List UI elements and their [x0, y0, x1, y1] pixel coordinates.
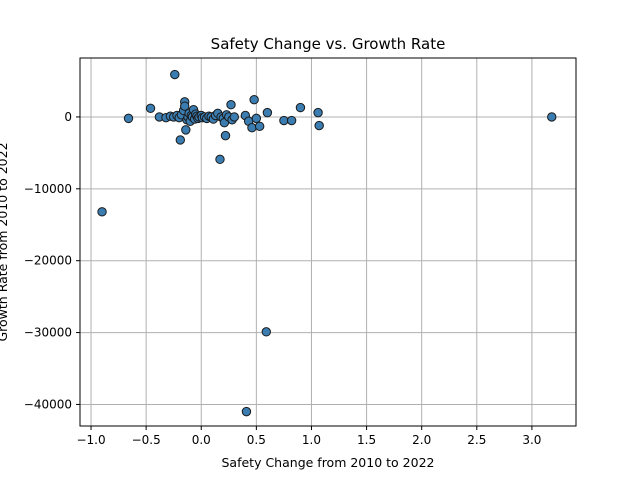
scatter-point: [313, 107, 323, 118]
scatter-point: [254, 121, 265, 131]
scatter-point: [145, 103, 156, 114]
y-axis-label: Growth Rate from 2010 to 2022: [0, 142, 10, 341]
scatter-point: [279, 115, 289, 126]
scatter-point: [181, 125, 191, 135]
y-axis-ticks: 0 −10000 −20000 −30000 −40000: [24, 110, 80, 411]
scatter-point: [215, 154, 225, 165]
scatter-point: [261, 327, 271, 337]
scatter-point: [175, 135, 186, 145]
scatter-point: [97, 207, 107, 217]
grid-lines: [80, 58, 576, 426]
x-axis-label: Safety Change from 2010 to 2022: [222, 455, 435, 470]
y-tick-label: −30000: [24, 326, 72, 340]
scatter-point: [180, 101, 190, 111]
scatter-point: [295, 102, 306, 113]
scatter-point: [226, 100, 236, 110]
x-tick-label: 0.5: [247, 433, 266, 447]
chart-title: Safety Change vs. Growth Rate: [211, 35, 446, 53]
scatter-point: [251, 113, 262, 124]
x-tick-label: 1.0: [302, 433, 321, 447]
scatter-point: [220, 130, 231, 141]
scatter-point: [241, 406, 252, 417]
x-tick-label: −1.0: [76, 433, 105, 447]
x-tick-label: −0.5: [132, 433, 161, 447]
scatter-point: [286, 115, 297, 126]
x-tick-label: 3.0: [522, 433, 541, 447]
x-tick-label: 2.0: [412, 433, 431, 447]
scatter-point: [247, 123, 257, 133]
y-tick-label: −20000: [24, 254, 72, 268]
scatter-point: [249, 94, 259, 105]
y-tick-label: −10000: [24, 182, 72, 196]
x-tick-label: 0.0: [192, 433, 211, 447]
scatter-point: [229, 112, 240, 122]
x-tick-label: 1.5: [357, 433, 376, 447]
data-points: [97, 69, 557, 417]
scatter-point: [547, 112, 557, 122]
plot-frame: [79, 57, 577, 427]
y-tick-label: 0: [64, 110, 72, 124]
scatter-point: [262, 107, 273, 118]
scatter-point: [314, 120, 324, 131]
x-axis-ticks: −1.0 −0.5 0.0 0.5 1.0 1.5 2.0 2.5 3.0: [76, 426, 541, 447]
scatter-point: [123, 113, 134, 124]
scatter-point: [170, 69, 180, 80]
y-tick-label: −40000: [24, 397, 72, 411]
x-tick-label: 2.5: [467, 433, 486, 447]
